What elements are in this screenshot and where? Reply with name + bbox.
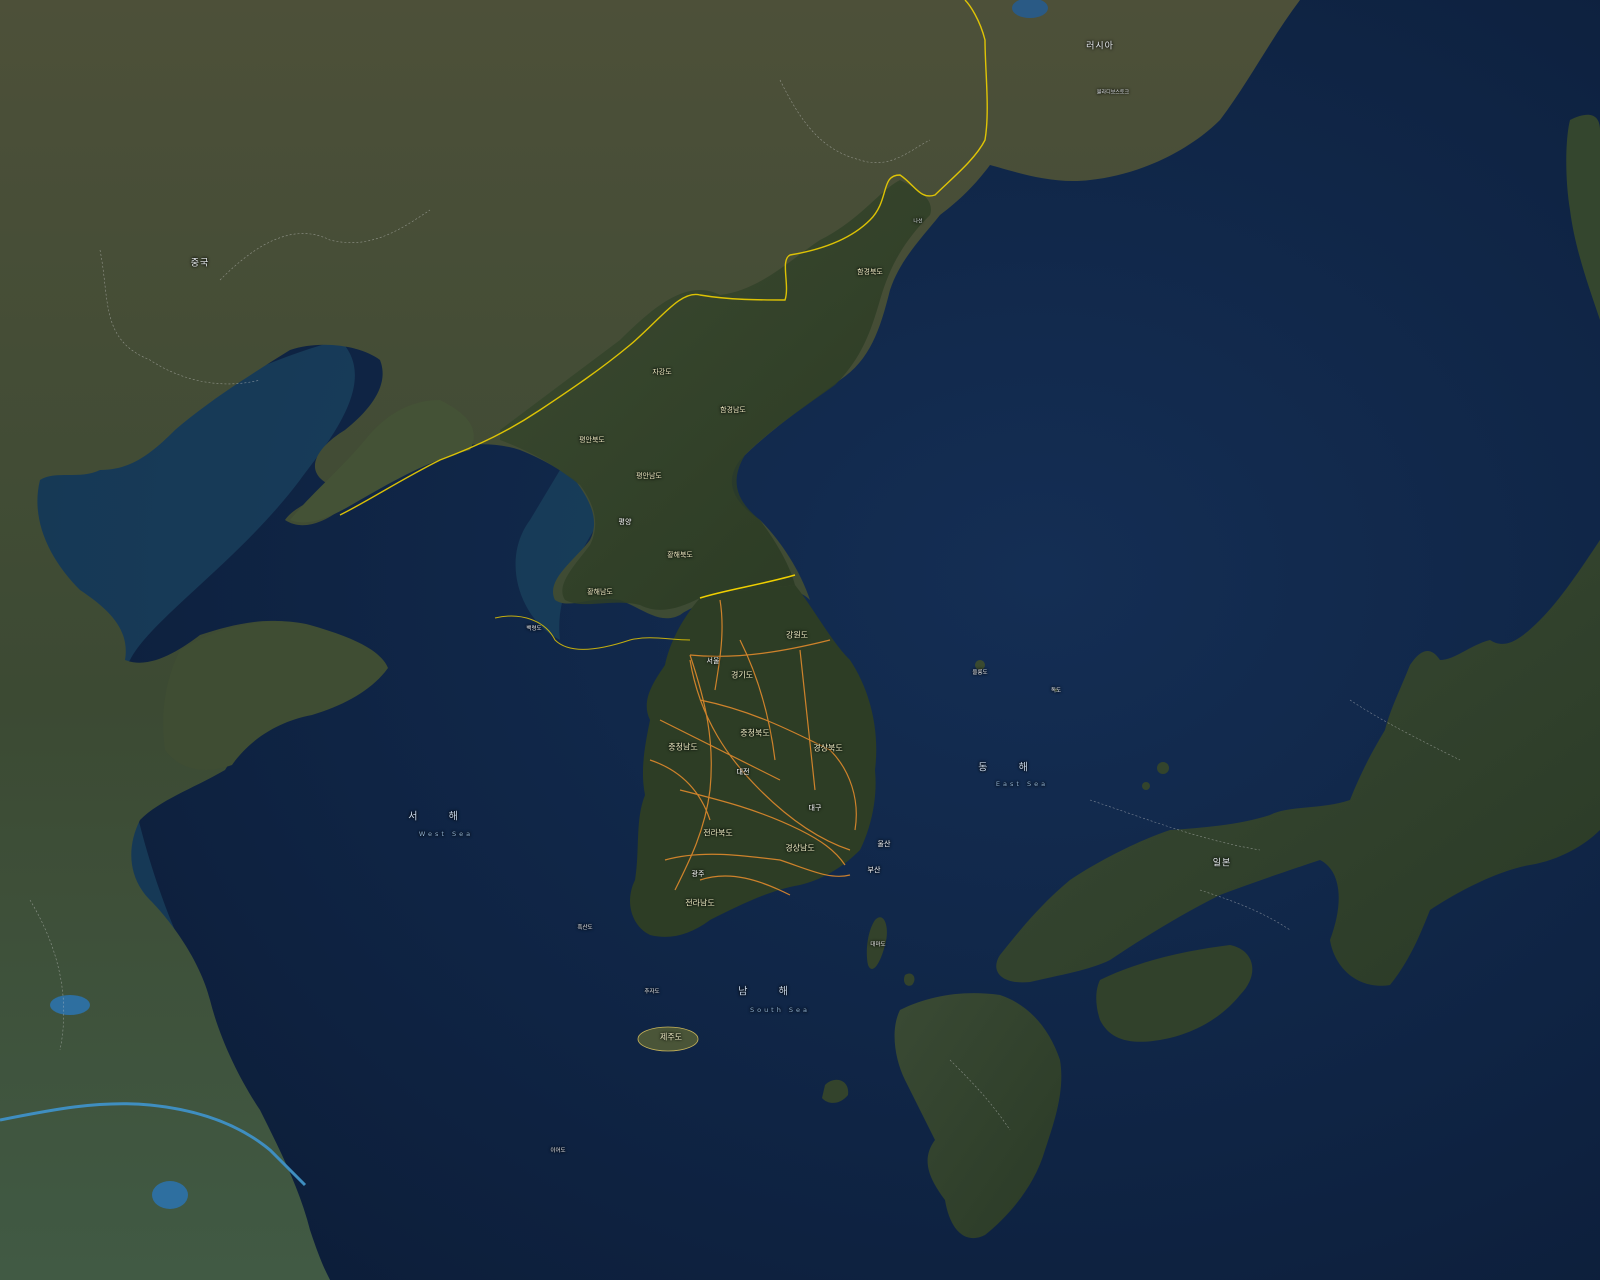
taihu-lake [152,1181,188,1209]
province-hamnam: 함경남도 [720,406,746,414]
north-korea-landmass [500,180,931,610]
province-jeonbuk: 전라북도 [703,828,733,838]
south-korea-landmass [630,585,877,937]
province-gyeonggi: 경기도 [730,670,754,680]
city-ulsan: 울산 [877,840,891,848]
city-seoul: 서울 [706,657,720,665]
province-hwanghaebuk: 황해북도 [667,551,693,559]
honshu-island [996,540,1600,986]
province-gyeongnam: 경상남도 [785,843,815,853]
province-gangwon: 강원도 [785,630,809,640]
island-chujado: 추자도 [644,989,660,995]
province-jeonnam: 전라남도 [685,898,715,908]
province-hwanghaenam: 황해남도 [587,588,613,596]
sea-label-east-en: East Sea [995,780,1049,788]
city-pyongyang: 평양 [618,518,632,526]
city-rason: 나선 [913,218,923,225]
road-network [649,599,857,896]
city-busan: 부산 [867,866,881,874]
tsushima-island [866,917,887,969]
island-heuksando: 흑산도 [577,925,593,931]
kyushu-island [894,993,1062,1239]
nk-china-border [339,0,988,516]
mainland-landmass [0,0,1300,1280]
shikoku-island [1096,945,1253,1042]
sea-label-east: 동 해 [978,762,1042,774]
city-vladivostok: 블라디보스토크 [1096,89,1130,96]
province-gyeongbuk: 경상북도 [813,743,843,753]
oki-island-small [1142,782,1150,790]
province-pyeongnam: 평안남도 [636,472,662,480]
hongze-lake [50,995,90,1015]
admin-boundaries [29,79,1461,1131]
island-ieodo: 이어도 [550,1148,566,1154]
island-ulleungdo: 울릉도 [972,670,988,676]
city-gwangju: 광주 [691,870,705,878]
khanka-lake [1012,0,1048,18]
city-daegu: 대구 [808,804,822,812]
province-pyeongbuk: 평안북도 [579,436,605,444]
sea-label-south-en: South Sea [749,1006,811,1014]
liaodong-peninsula [290,400,474,523]
province-hambuk: 함경북도 [857,268,883,276]
province-jagang: 자강도 [652,368,672,376]
ulleungdo-island [975,660,985,670]
sea-label-west: 서 해 [408,811,472,823]
island-tsushima: 대마도 [870,942,886,948]
country-label-china: 중국 [190,258,210,269]
goto-islands [822,1079,849,1103]
shallow-water [515,458,607,640]
dokdo-island [1054,688,1058,692]
province-jeju: 제주도 [659,1032,683,1042]
city-daejeon: 대전 [736,768,750,776]
island-dokdo: 독도 [1050,688,1062,694]
province-chungbuk: 충청북도 [740,728,770,738]
nll-line [494,615,691,650]
yangtze-river [0,1102,307,1187]
dmz-line [699,574,796,599]
sea-label-south: 남 해 [738,986,802,998]
shandong-peninsula [163,621,388,770]
country-label-russia: 러시아 [1086,41,1114,52]
jeju-island [637,1026,699,1052]
oki-island [1157,762,1169,774]
province-chungnam: 충청남도 [668,742,698,752]
sea-label-west-en: West Sea [418,830,474,838]
sakhalin-edge [1566,114,1600,320]
country-label-japan: 일본 [1212,858,1232,869]
iki-island [903,973,915,986]
island-baengnyeongdo: 백령도 [526,626,542,632]
